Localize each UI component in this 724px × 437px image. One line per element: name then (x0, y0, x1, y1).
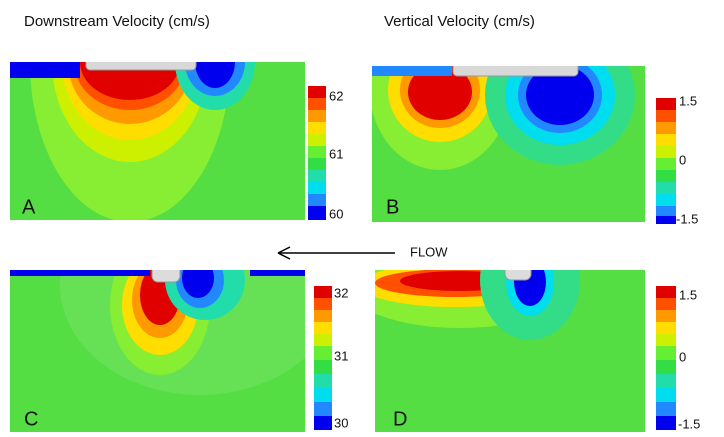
panel-label: C (24, 408, 38, 430)
title: Downstream Velocity (cm/s) (24, 13, 210, 30)
colorbar (314, 286, 332, 430)
colorbar-label: 62 (329, 88, 343, 103)
contour-plot (10, 62, 305, 220)
colorbar (308, 86, 326, 220)
flow-label: FLOW (410, 244, 448, 259)
contour-plot (372, 66, 645, 222)
colorbar (656, 98, 676, 224)
colorbar-label: 30 (334, 415, 348, 430)
colorbar-label: 32 (334, 285, 348, 300)
panel-label: A (22, 196, 36, 218)
colorbar-label: 1.5 (679, 287, 697, 302)
colorbar-label: 60 (329, 206, 343, 221)
colorbar-label: 31 (334, 348, 348, 363)
colorbar-label: 0 (679, 152, 686, 167)
contour-plot (375, 270, 645, 432)
colorbar-label: -1.5 (678, 416, 700, 431)
colorbar (656, 286, 676, 430)
contour-plot (10, 270, 305, 432)
colorbar-label: 0 (679, 349, 686, 364)
panel-label: B (386, 196, 399, 218)
panel-label: D (393, 408, 407, 430)
colorbar-label: 1.5 (679, 93, 697, 108)
colorbar-label: 61 (329, 146, 343, 161)
flow-arrow (277, 246, 395, 260)
colorbar-label: -1.5 (676, 211, 698, 226)
title: Vertical Velocity (cm/s) (384, 13, 535, 30)
